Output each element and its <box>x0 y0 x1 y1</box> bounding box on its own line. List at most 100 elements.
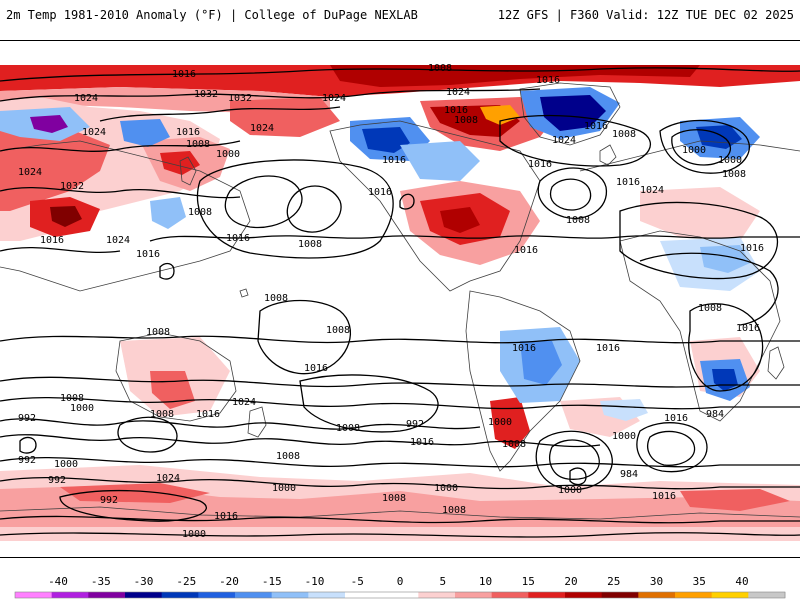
africa-north-warm <box>640 187 760 241</box>
africa-coast <box>619 230 781 422</box>
contour-7 <box>196 159 394 259</box>
colorbar-swatch <box>198 592 236 598</box>
contour-34 <box>0 515 800 524</box>
isobar-label: 1024 <box>106 235 130 246</box>
s-america-cold-core <box>520 341 562 385</box>
isobar-label: 1016 <box>740 243 764 254</box>
africa-cold-core <box>700 245 750 273</box>
colorbar-tick-label: -15 <box>262 575 282 588</box>
contour-18 <box>688 303 764 392</box>
contour-14 <box>0 186 241 199</box>
colorbar-tick-label: 10 <box>479 575 492 588</box>
isobar-label: 1000 <box>54 459 78 470</box>
isobar-label: 1032 <box>194 89 218 100</box>
contour-11 <box>499 114 652 167</box>
isobar-label: 1008 <box>60 393 84 404</box>
colorbar-blocks <box>14 591 786 599</box>
isobar-label: 1016 <box>196 409 220 420</box>
isobar-label: 1008 <box>276 451 300 462</box>
isobar-contours <box>0 67 800 538</box>
contour-24 <box>0 418 481 430</box>
isobar-label: 1008 <box>146 327 170 338</box>
header-bar: 2m Temp 1981-2010 Anomaly (°F) | College… <box>0 0 800 30</box>
map-title: 2m Temp 1981-2010 Anomaly (°F) | College… <box>6 8 418 22</box>
colorbar-tick-label: -30 <box>134 575 154 588</box>
isobar-label: 1016 <box>444 105 468 116</box>
contour-8 <box>149 235 800 242</box>
isobar-label: 1008 <box>336 423 360 434</box>
isobar-label: 1016 <box>664 413 688 424</box>
colorbar-tick-label: 40 <box>735 575 748 588</box>
contour-39 <box>569 467 587 486</box>
alaska-cold-core <box>362 127 410 153</box>
antarctic-core-2 <box>680 489 790 511</box>
japan-coast <box>179 156 197 186</box>
uk-coast <box>599 144 617 166</box>
isobar-label: 1008 <box>326 325 350 336</box>
colorbar-tick-label: -25 <box>176 575 196 588</box>
isobar-label: 1024 <box>640 185 664 196</box>
greenland-cold-core <box>540 95 606 131</box>
isobar-label: 992 <box>406 419 424 430</box>
colorbar-labels: -40 -35 -30 -25 -20 -15 -10 -5 0 5 10 15 20 25 30 35 40 <box>48 575 749 588</box>
isobar-label: 1008 <box>502 439 526 450</box>
colorbar-swatch <box>455 592 493 598</box>
isobar-label: 1008 <box>612 129 636 140</box>
contour-6 <box>286 185 342 233</box>
isobar-label: 1008 <box>722 169 746 180</box>
isobar-label: 1016 <box>536 75 560 86</box>
colorbar-swatch <box>15 592 53 598</box>
contour-32 <box>0 477 800 490</box>
isobar-label: 1016 <box>368 187 392 198</box>
isobar-label: 1024 <box>74 93 98 104</box>
anomaly-map: 1016 1008 1016 1024 1032 1032 1024 1024 … <box>0 40 800 558</box>
colorbar-swatch <box>601 592 639 598</box>
isobar-label: 1016 <box>172 69 196 80</box>
contour-21 <box>0 376 800 388</box>
contour-12 <box>659 119 750 174</box>
isobar-label: 1008 <box>298 239 322 250</box>
colorbar-swatch <box>711 592 749 598</box>
isobar-label: 1016 <box>382 155 406 166</box>
isobar-label: 992 <box>100 495 118 506</box>
contour-31 <box>0 457 800 468</box>
isobar-label: 1016 <box>512 343 536 354</box>
isobar-label: 1032 <box>228 93 252 104</box>
isobar-label: 1008 <box>566 215 590 226</box>
isobar-label: 1024 <box>446 87 470 98</box>
isobar-label: 1024 <box>82 127 106 138</box>
isobar-label: 1000 <box>718 155 742 166</box>
colorbar-swatch <box>528 592 566 598</box>
contour-22 <box>299 374 439 433</box>
colorbar-tick-label: 20 <box>564 575 577 588</box>
isobar-label: 1008 <box>454 115 478 126</box>
s-atlantic-cold <box>600 399 648 421</box>
contour-1 <box>0 67 800 82</box>
isobar-label: 1000 <box>682 145 706 156</box>
colorbar-swatch <box>638 592 676 598</box>
south-america-coast <box>465 290 581 472</box>
isobar-label: 1000 <box>612 431 636 442</box>
isobar-label: 992 <box>18 455 36 466</box>
colorbar-swatch <box>271 592 309 598</box>
isobar-label: 1016 <box>410 437 434 448</box>
contour-13 <box>671 129 732 166</box>
isobar-label: 992 <box>18 413 36 424</box>
map-svg: 1016 1008 1016 1024 1032 1032 1024 1024 … <box>0 63 800 541</box>
isobar-label: 1016 <box>40 235 64 246</box>
isobar-label: 1016 <box>652 491 676 502</box>
isobar-label: 1016 <box>514 245 538 256</box>
contour-36 <box>159 262 175 280</box>
colorbar: -40 -35 -30 -25 -20 -15 -10 -5 0 5 10 15 20 25 30 35 40 <box>0 570 800 600</box>
isobar-label: 1008 <box>698 303 722 314</box>
colorbar-swatch <box>88 592 126 598</box>
siberia-cold-core <box>30 115 68 133</box>
isobar-label: 1024 <box>322 93 346 104</box>
us-dark-core <box>440 207 480 233</box>
contour-19 <box>257 299 351 375</box>
contour-37 <box>19 436 37 454</box>
canada-cold <box>400 141 480 181</box>
isobar-label: 1008 <box>150 409 174 420</box>
isobar-label: 1016 <box>214 511 238 522</box>
isobar-label: 1000 <box>182 529 206 540</box>
